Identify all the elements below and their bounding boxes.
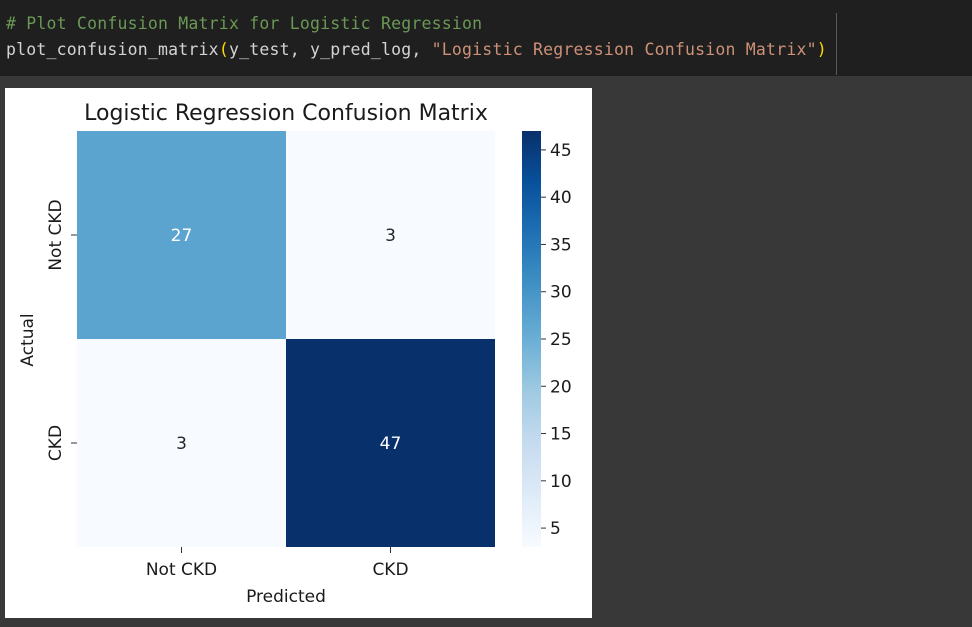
colorbar-tick-label: 15 [550,425,572,445]
code-comment: # Plot Confusion Matrix for Logistic Reg… [6,14,483,33]
cell-value-label: 27 [171,226,193,246]
confusion-matrix-chart: Logistic Regression Confusion Matrix 27 3… [18,101,572,607]
code-open-paren: ( [218,40,229,59]
code-cell[interactable]: # Plot Confusion Matrix for Logistic Reg… [0,0,972,76]
code-comment-line[interactable]: # Plot Confusion Matrix for Logistic Reg… [6,14,482,33]
x-tick-label: Not CKD [146,560,217,580]
cell-value-label: 3 [176,434,187,454]
code-call-line[interactable]: plot_confusion_matrix(y_test, y_pred_log… [6,40,827,59]
code-function-name: plot_confusion_matrix [6,40,219,59]
colorbar-tick-label: 5 [550,519,561,539]
heatmap-cell [286,339,495,547]
y-axis-label: Actual [18,313,38,366]
colorbar-tick-label: 40 [550,188,572,208]
text-cursor [836,13,837,75]
colorbar-tick-label: 25 [550,330,572,350]
colorbar [522,131,541,547]
colorbar-tick-label: 20 [550,377,572,397]
y-tick-label: CKD [46,425,66,461]
code-arguments: y_test, y_pred_log, [228,40,432,59]
x-axis-label: Predicted [246,587,326,607]
code-string-argument: "Logistic Regression Confusion Matrix" [431,40,817,59]
cell-value-label: 47 [380,434,402,454]
colorbar-tick-label: 30 [550,283,572,303]
confusion-matrix-figure: Logistic Regression Confusion Matrix 27 3… [5,88,592,618]
y-tick-label: Not CKD [46,199,66,270]
heatmap-cell [77,131,286,339]
heatmap-cell [286,131,495,339]
colorbar-tick-label: 45 [550,141,572,161]
cell-value-label: 3 [385,226,396,246]
code-close-paren: ) [816,40,827,59]
x-tick-label: CKD [372,560,408,580]
colorbar-tick-label: 10 [550,472,572,492]
heatmap-cell [77,339,286,547]
chart-title: Logistic Regression Confusion Matrix [84,101,488,126]
colorbar-tick-label: 35 [550,235,572,255]
